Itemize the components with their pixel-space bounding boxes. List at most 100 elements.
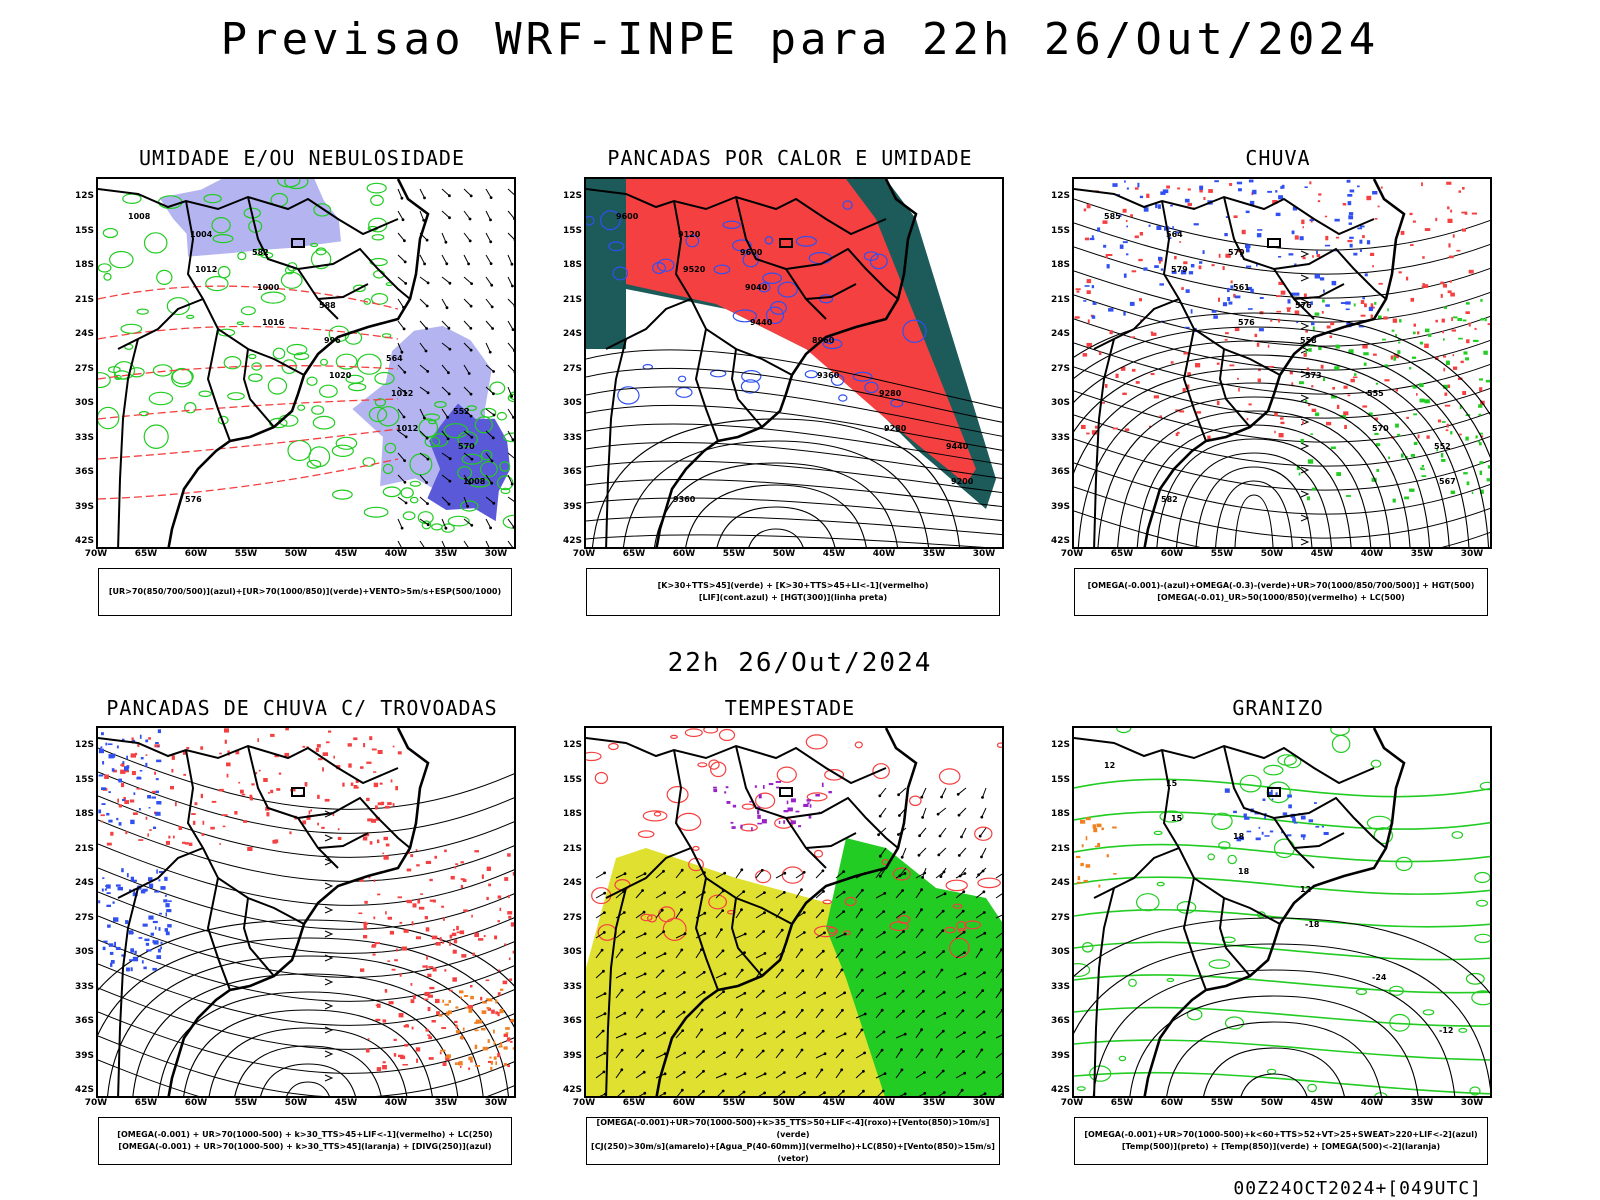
thunderstorm-area <box>455 863 459 866</box>
wind-vector <box>875 951 885 959</box>
longitude-label: 55W <box>234 549 258 559</box>
low-level-humidity-contour <box>306 459 322 469</box>
low-level-humidity-contour <box>418 418 439 438</box>
wind-vector <box>735 909 742 919</box>
omega-area <box>1123 311 1126 316</box>
precipitable-water-contour <box>741 803 755 810</box>
wind-vector <box>815 910 824 919</box>
wind-vector <box>835 992 845 999</box>
lifted-index-contour <box>765 306 785 325</box>
convective-area <box>500 988 504 991</box>
omega-area <box>1291 230 1295 235</box>
thunderstorm-area <box>429 986 435 990</box>
wind-vector-head <box>515 501 516 504</box>
wind-vector-head <box>402 415 406 419</box>
rain-area <box>1347 394 1351 397</box>
wind-vector <box>485 298 493 308</box>
temperature-850-contour <box>1089 1065 1112 1082</box>
wind-vector-head <box>782 1010 786 1014</box>
jet-stream-area <box>586 848 906 1096</box>
omega-area <box>1368 306 1373 312</box>
rain-area <box>1303 352 1307 357</box>
streamline-trough <box>183 1009 433 1096</box>
wind-vector-head <box>422 218 426 222</box>
latitude-label: 39S <box>562 501 582 512</box>
temperature-850-contour <box>1211 812 1233 831</box>
latitude-label: 24S <box>74 329 94 339</box>
rain-area <box>1207 435 1211 440</box>
divergence-area <box>129 959 134 961</box>
coastline <box>1143 728 1406 1096</box>
severe-instability-area <box>790 798 796 803</box>
wind-vector <box>695 971 705 979</box>
wind-vector <box>635 1050 644 1059</box>
thunderstorm-area <box>186 747 190 750</box>
strong-omega-area <box>1397 350 1401 354</box>
thunderstorm-area <box>353 737 358 741</box>
wind-vector-head <box>602 931 606 934</box>
thunderstorm-area <box>441 905 444 908</box>
wind-vector <box>695 1029 703 1039</box>
wind-vector-head <box>802 1091 806 1094</box>
divergence-area <box>165 912 167 917</box>
wind-vector <box>795 1049 803 1059</box>
thunderstorm-area <box>442 917 445 921</box>
wind-vector-head <box>877 833 880 837</box>
thunderstorm-area <box>192 820 196 825</box>
severe-instability-area <box>713 788 718 793</box>
lifted-index-contour <box>612 266 629 281</box>
thunderstorm-area <box>390 779 393 783</box>
latitude-label: 15S <box>74 225 94 236</box>
precipitable-water-contour <box>670 734 678 739</box>
wind-vector-head <box>942 1091 946 1094</box>
wind-vector-head <box>513 305 514 308</box>
thunderstorm-area <box>486 866 491 871</box>
wind-vector <box>961 827 967 838</box>
wind-vector <box>615 873 626 879</box>
thunderstorm-area <box>154 744 160 748</box>
wind-vector <box>419 518 429 526</box>
wind-vector <box>755 952 766 959</box>
wind-vector-head <box>700 1008 704 1012</box>
streamline <box>1074 414 1490 467</box>
thunderstorm-area <box>194 802 198 806</box>
wind-vector-head <box>490 481 494 485</box>
thunderstorm-area <box>222 825 226 828</box>
thunderstorm-area <box>455 1024 458 1029</box>
wind-vector <box>755 990 764 999</box>
contour-label: -12 <box>1439 1026 1453 1035</box>
thunderstorm-area <box>377 839 380 844</box>
convective-area <box>495 1061 497 1066</box>
state-border <box>1293 283 1345 300</box>
legend-line: [OMEGA(-0.001)+UR>70(1000-500)+k>35_TTS>… <box>596 1118 990 1139</box>
wind-vector <box>915 971 925 979</box>
omega-area <box>1359 225 1365 228</box>
rain-area <box>1280 421 1285 425</box>
wind-vector <box>675 949 683 959</box>
wind-vector <box>717 1090 724 1096</box>
omega-area <box>1202 250 1205 254</box>
wind-vector <box>835 911 845 919</box>
hail-area <box>1292 818 1296 822</box>
wind-vector <box>818 1092 825 1096</box>
strong-omega-area <box>1296 465 1300 470</box>
divergence-area <box>148 883 154 889</box>
omega-area <box>1359 239 1363 244</box>
temperature-850-contour <box>1370 759 1382 768</box>
low-level-humidity-contour <box>198 390 212 398</box>
thunderstorm-area <box>395 948 398 952</box>
thunderstorm-area <box>507 895 510 899</box>
wind-vector-head <box>941 1069 945 1073</box>
panel-title-pancadas-calor: PANCADAS POR CALOR E UMIDADE <box>607 146 973 170</box>
lifted-index-contour <box>675 386 693 398</box>
omega-area <box>1357 227 1362 230</box>
wind-vector-head <box>883 971 886 975</box>
wind-vector <box>441 386 450 395</box>
severe-instability-area <box>787 807 793 812</box>
strong-omega-area <box>1424 399 1430 404</box>
longitude-label: 60W <box>672 549 696 559</box>
wind-vector-head <box>862 1069 865 1073</box>
thunderstorm-area <box>498 969 501 972</box>
low-level-humidity-contour <box>318 384 338 398</box>
thunderstorm-area <box>120 769 126 774</box>
